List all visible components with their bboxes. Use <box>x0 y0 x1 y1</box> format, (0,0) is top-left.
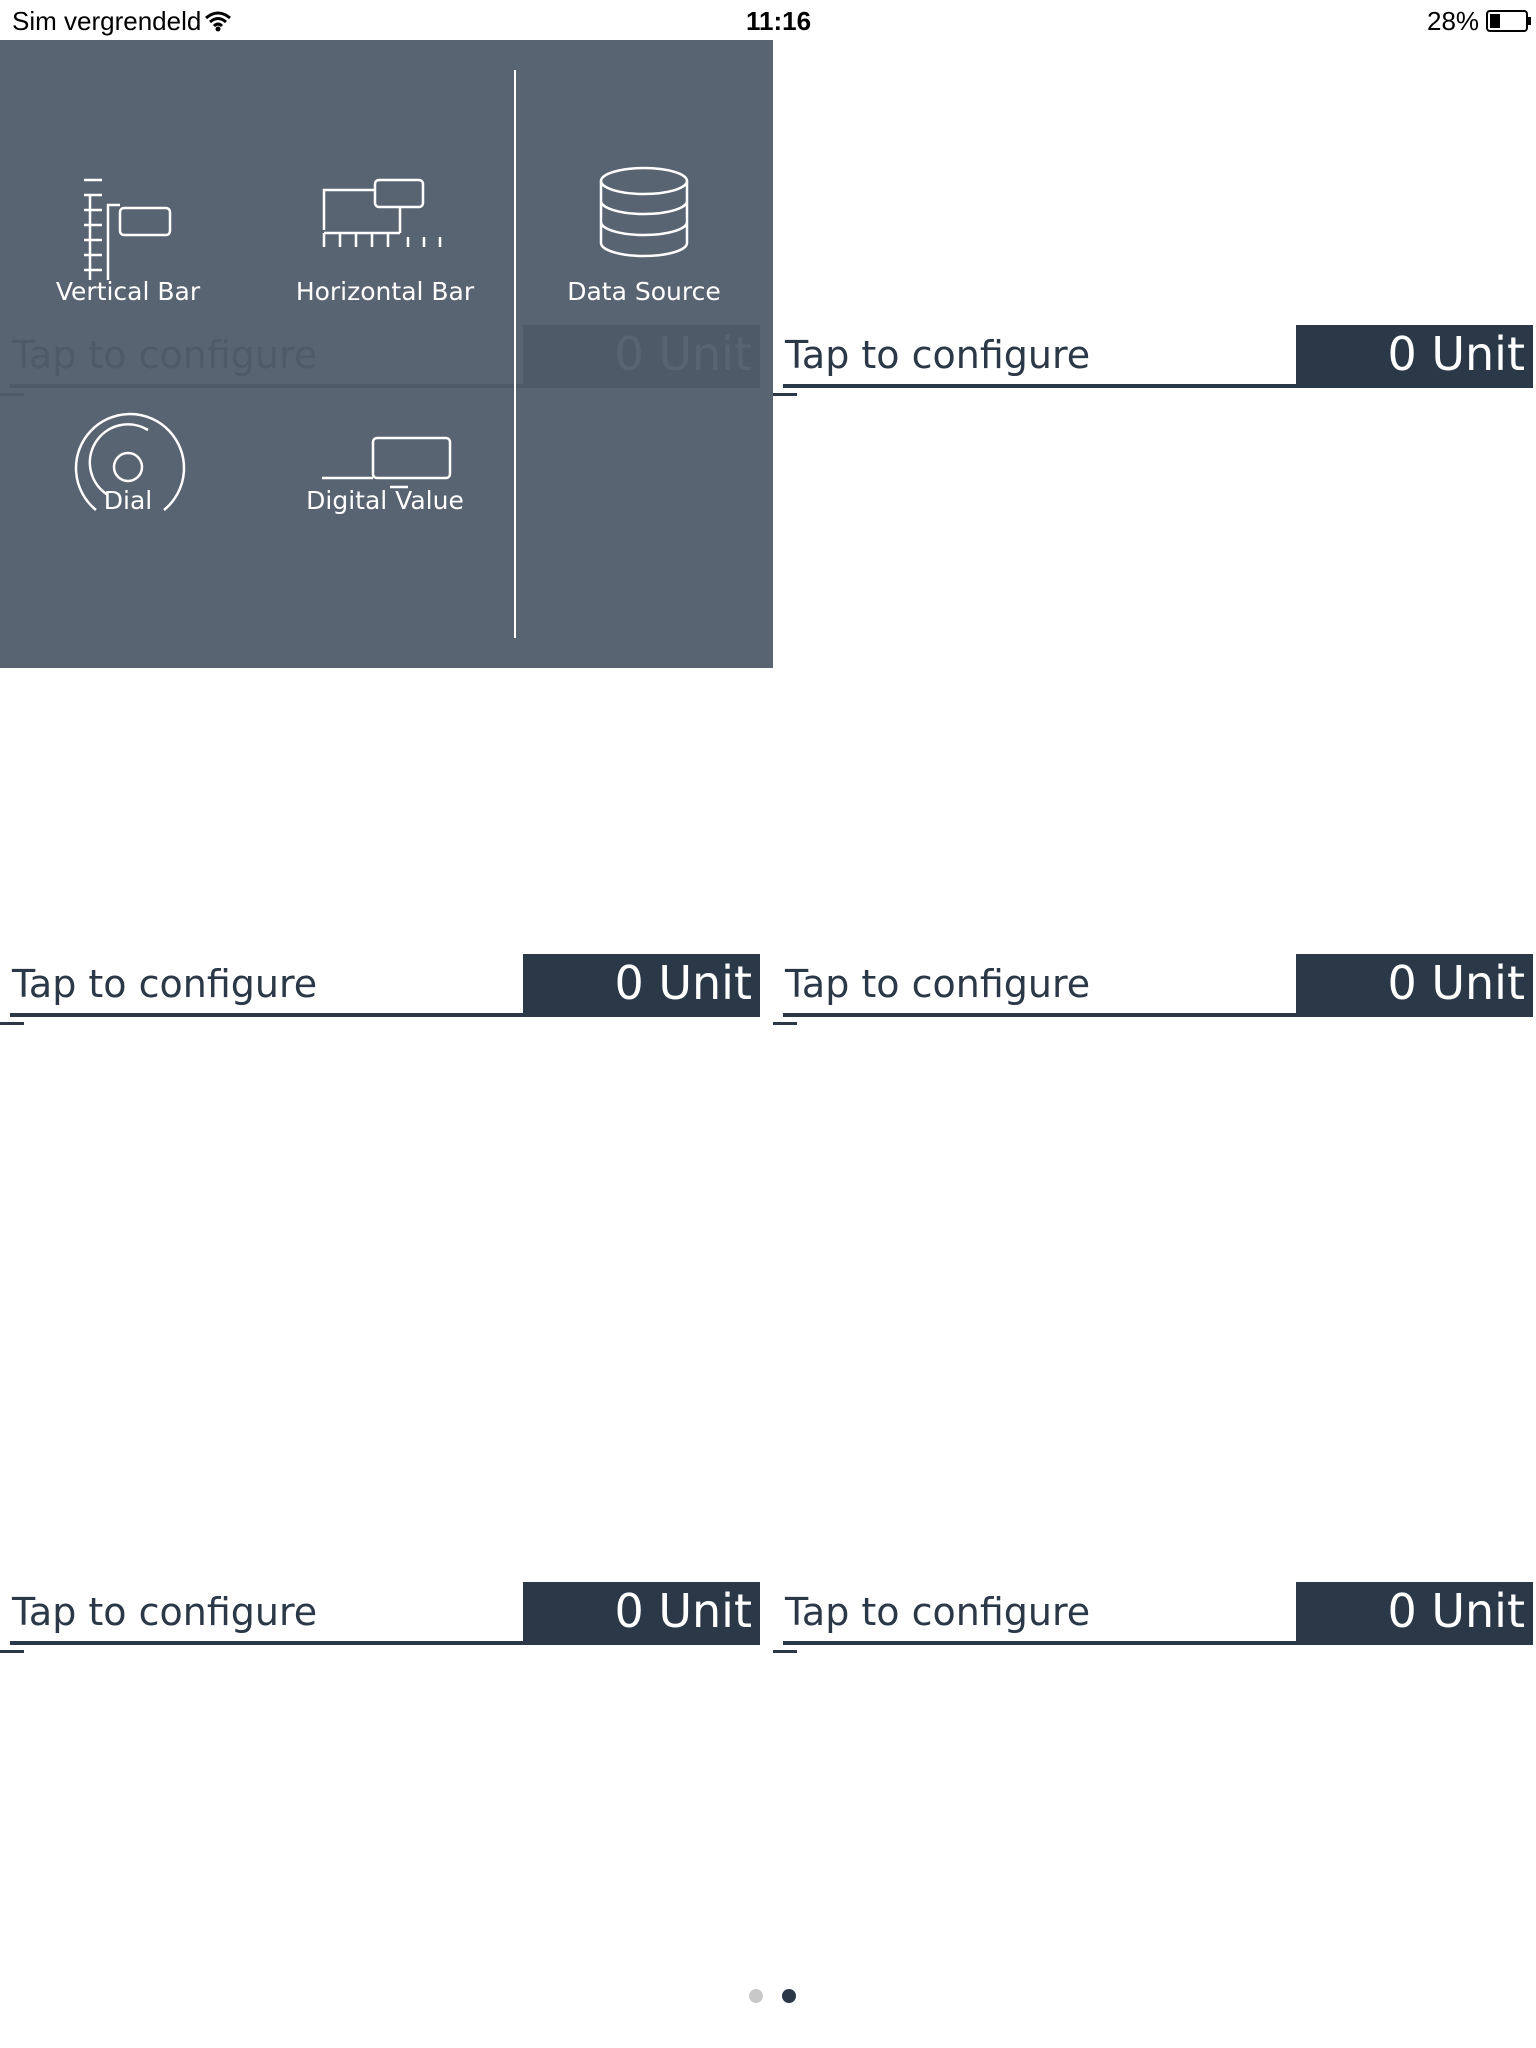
widget-value: 0 Unit <box>1296 1582 1533 1641</box>
menu-item-label[interactable]: Data Source <box>567 277 721 306</box>
digital-value-icon <box>322 436 452 489</box>
widget-tick <box>773 393 797 396</box>
menu-item-label[interactable]: Digital Value <box>306 486 464 515</box>
menu-item-label[interactable]: Horizontal Bar <box>295 277 475 306</box>
widget-label: Tap to configure <box>785 333 1091 377</box>
page-dot-active[interactable] <box>782 1989 796 2003</box>
widget[interactable]: Tap to configure 0 Unit <box>0 1582 773 1662</box>
widget-label: Tap to configure <box>12 1590 318 1634</box>
widget-underline <box>783 384 1533 388</box>
widget-value: 0 Unit <box>523 1582 760 1641</box>
widget-tick <box>0 1022 24 1025</box>
widget-label: Tap to configure <box>12 962 318 1006</box>
menu-item-label[interactable]: Vertical Bar <box>55 277 201 306</box>
widget-underline <box>783 1013 1533 1017</box>
widget-tick <box>773 1022 797 1025</box>
horizontal-bar-icon <box>322 178 442 247</box>
widget-value: 0 Unit <box>1296 325 1533 384</box>
battery-icon <box>1486 10 1531 32</box>
widget-value: 0 Unit <box>1296 954 1533 1013</box>
widget-tick <box>0 1650 24 1653</box>
battery-percent: 28% <box>1427 6 1480 36</box>
vertical-bar-icon <box>84 178 172 280</box>
widget[interactable]: Tap to configure 0 Unit <box>773 1582 1536 1662</box>
divider <box>514 70 516 638</box>
page-dot[interactable] <box>749 1989 763 2003</box>
carrier: Sim vergrendeld <box>12 6 202 36</box>
widget-tick <box>773 1650 797 1653</box>
widget-label: Tap to configure <box>785 1590 1091 1634</box>
widget[interactable]: Tap to configure 0 Unit <box>773 325 1536 405</box>
widget[interactable]: Tap to configure 0 Unit <box>0 954 773 1034</box>
dial-icon <box>74 412 186 511</box>
widget-value: 0 Unit <box>523 954 760 1013</box>
wifi-icon <box>205 11 231 32</box>
widget[interactable]: Tap to configure 0 Unit <box>773 954 1536 1034</box>
menu-item-label[interactable]: Dial <box>103 486 153 515</box>
data-source-icon <box>599 166 689 258</box>
add-widget-menu: Vertical Bar Horizontal Bar Data Source Dia… <box>0 40 773 668</box>
widget-label: Tap to configure <box>785 962 1091 1006</box>
widget-underline <box>10 1013 760 1017</box>
clock: 11:16 <box>746 6 812 36</box>
widget-underline <box>10 1641 760 1645</box>
widget-underline <box>783 1641 1533 1645</box>
